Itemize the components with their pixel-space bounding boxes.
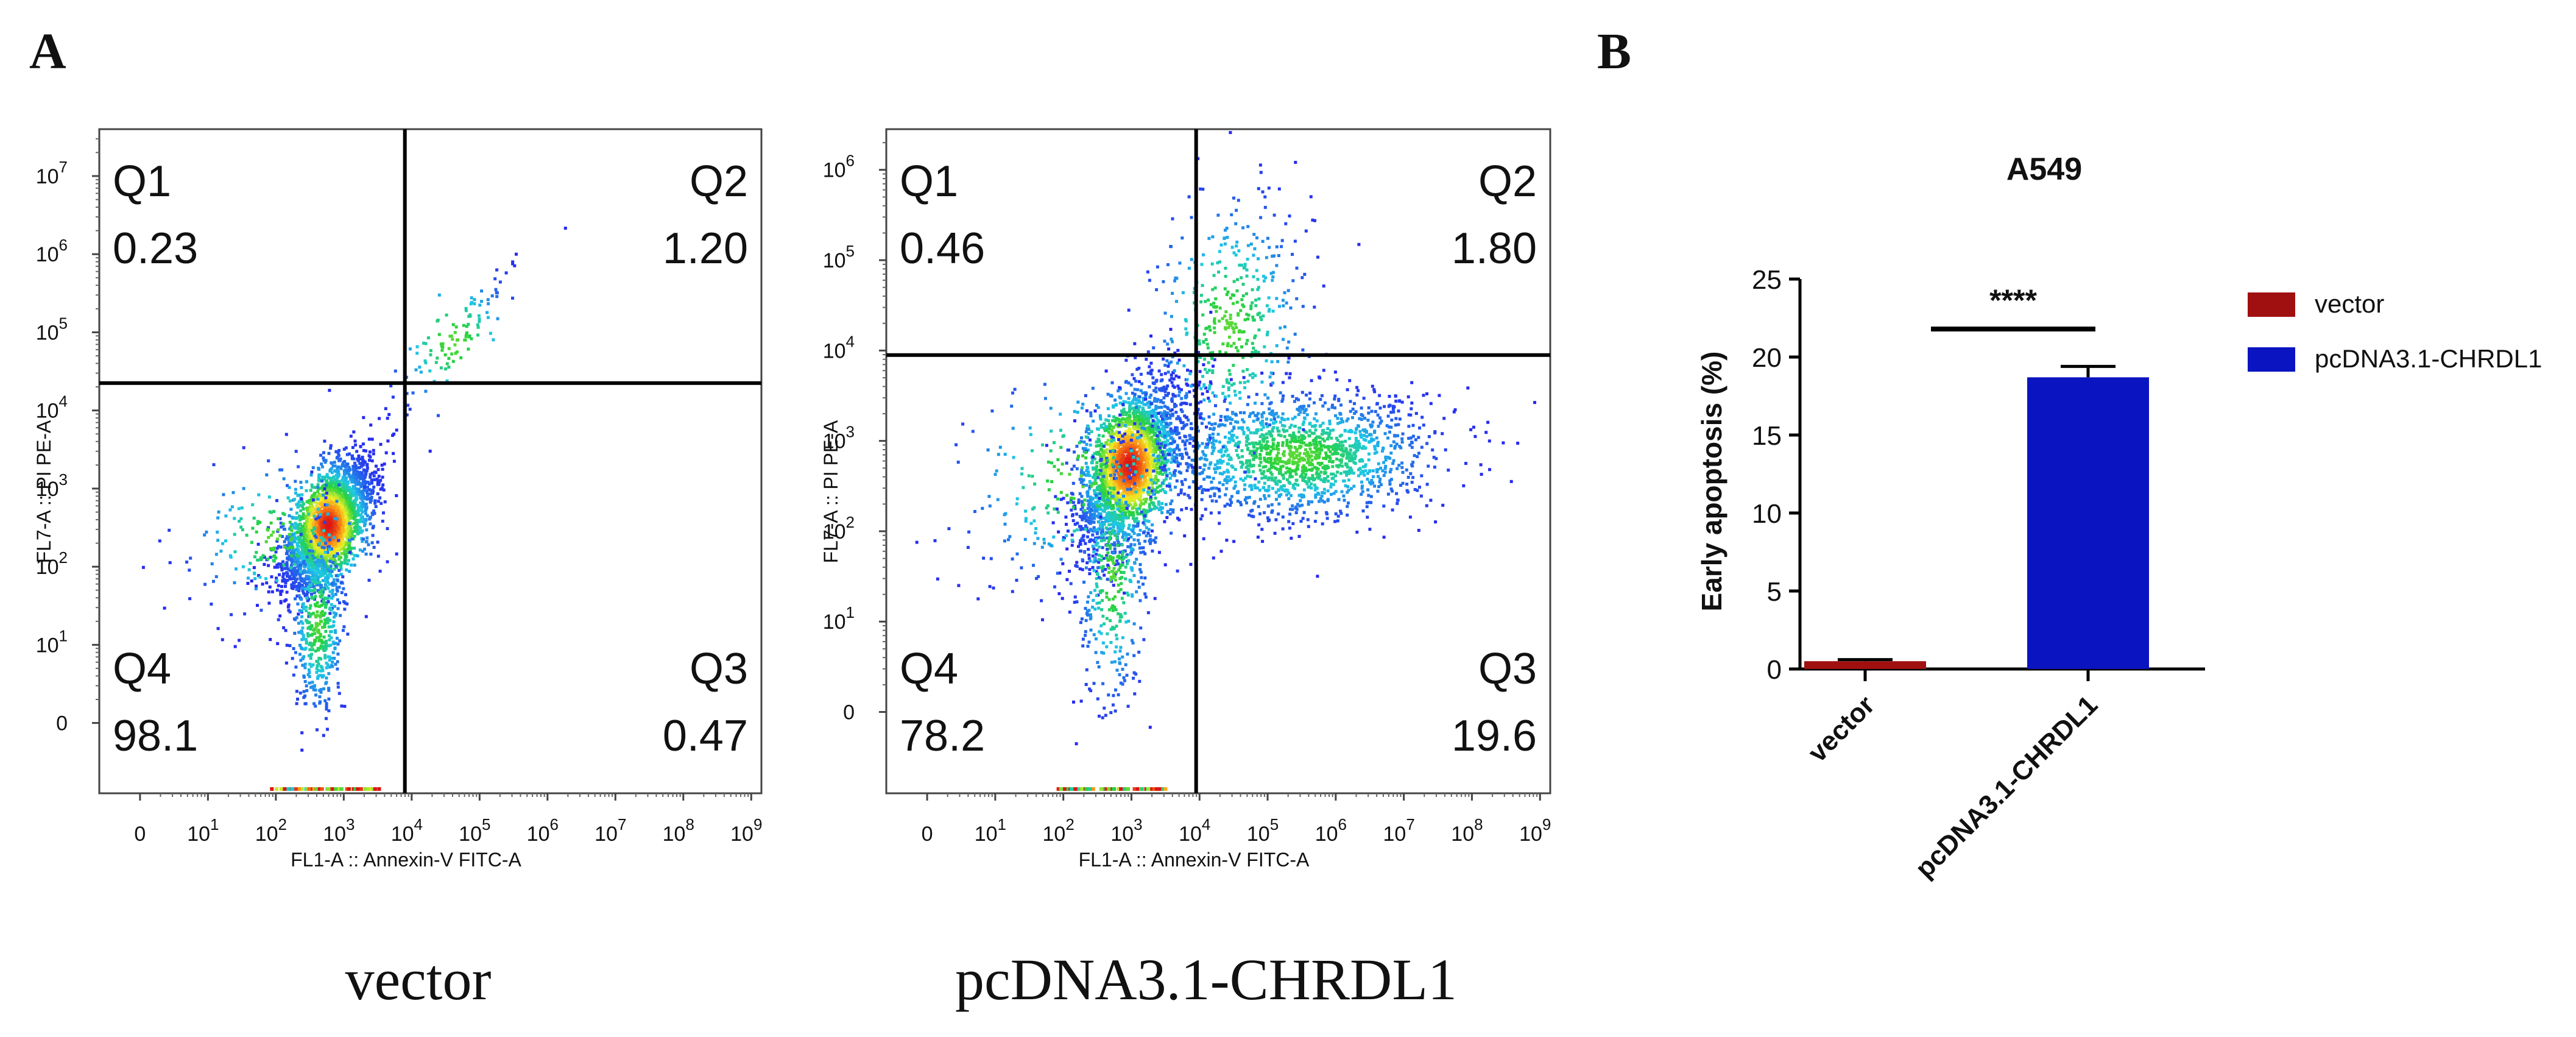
quadrant-name: Q4 <box>900 645 958 693</box>
bars <box>1804 377 2149 669</box>
panel-label-b: B <box>1597 23 1631 80</box>
x-tick-label: 108 <box>663 815 694 846</box>
x-tick-label: 101 <box>975 815 1006 846</box>
quadrant-name: Q2 <box>690 157 748 206</box>
y-tick-label: 10 <box>1752 499 1782 529</box>
quadrant-name: Q3 <box>690 645 748 693</box>
error-bars <box>1838 364 2115 662</box>
quadrant-labels: Q1 0.23 Q2 1.20 Q3 0.47 Q4 98.1 <box>113 157 748 760</box>
flow-y-ticks: 0 101 102 103 104 105 106 107 <box>36 138 99 735</box>
flow-y-axis-label: FL7-A :: PI PE-A <box>820 420 842 563</box>
x-tick-label: 106 <box>527 815 559 846</box>
y-axis: 0 5 10 15 20 25 <box>1752 265 2205 685</box>
sample-caption: pcDNA3.1-CHRDL1 <box>955 947 1457 1012</box>
flow-plot-pcdna: 0 101 102 103 104 105 106 107 108 109 0 101 102 103 1… <box>820 128 1551 1012</box>
flow-x-ticks: 0 101 102 103 104 105 106 107 108 109 <box>134 793 762 846</box>
y-tick-label: 15 <box>1752 421 1782 451</box>
legend: vector pcDNA3.1-CHRDL1 <box>2248 289 2542 373</box>
y-tick-label: 101 <box>36 626 68 657</box>
quadrant-name: Q3 <box>1478 645 1537 693</box>
x-tick-label: 105 <box>459 815 490 846</box>
y-axis-label: Early apoptosis (%) <box>1696 352 1727 612</box>
y-tick-label: 105 <box>823 242 855 272</box>
panel-label-a: A <box>29 23 66 80</box>
x-tick-label: 107 <box>595 815 626 846</box>
quadrant-value: 1.80 <box>1452 224 1537 273</box>
y-tick-label: 104 <box>36 392 68 423</box>
x-tick-label: 103 <box>323 815 355 846</box>
x-tick-label: 101 <box>187 815 219 846</box>
x-tick-label: 102 <box>255 815 287 846</box>
x-tick-labels: vector pcDNA3.1-CHRDL1 <box>1802 669 2103 884</box>
y-tick-label: 0 <box>56 712 68 735</box>
quadrant-name: Q1 <box>113 157 171 206</box>
y-tick-label: 101 <box>823 603 855 634</box>
x-tick-label: 103 <box>1110 815 1142 846</box>
x-tick-label: 107 <box>1383 815 1414 846</box>
flow-x-ticks: 0 101 102 103 104 105 106 107 108 109 <box>922 793 1551 846</box>
x-tick-label: 102 <box>1043 815 1075 846</box>
y-tick-label: 0 <box>1767 655 1782 685</box>
flow-plot-frame <box>98 128 763 795</box>
quadrant-labels: Q1 0.46 Q2 1.80 Q3 19.6 Q4 78.2 <box>900 157 1537 760</box>
quadrant-value: 19.6 <box>1452 712 1537 760</box>
quadrant-value: 1.20 <box>663 224 748 273</box>
y-tick-label: 107 <box>36 158 68 188</box>
y-tick-label: 106 <box>36 236 68 266</box>
chart-title: A549 <box>2006 152 2082 187</box>
x-tick-label: 0 <box>922 823 933 846</box>
y-tick-label: 104 <box>823 332 855 363</box>
bar-chart: A549 Early apoptosis (%) 0 5 10 15 20 25 vect… <box>1696 152 2542 884</box>
y-tick-label: 20 <box>1752 343 1782 373</box>
quadrant-value: 0.46 <box>900 224 985 273</box>
flow-scatter-cloud <box>141 227 567 791</box>
quadrant-value: 0.23 <box>113 224 198 273</box>
x-tick-label: pcDNA3.1-CHRDL1 <box>1910 690 2103 883</box>
legend-swatch <box>2248 347 2295 372</box>
x-tick-label: 106 <box>1315 815 1347 846</box>
quadrant-name: Q2 <box>1478 157 1537 206</box>
x-tick-label: 105 <box>1247 815 1279 846</box>
quadrant-value: 0.47 <box>663 712 748 760</box>
flow-y-axis-label: FL7-A :: PI PE-A <box>33 420 55 563</box>
flow-y-ticks: 0 101 102 103 104 105 106 <box>823 142 886 724</box>
y-tick-label: 103 <box>823 423 855 453</box>
x-tick-label: 109 <box>1519 815 1551 846</box>
y-tick-label: 5 <box>1767 577 1782 607</box>
bar-pcdna <box>2027 377 2149 669</box>
x-tick-label: 104 <box>391 815 423 846</box>
x-tick-label: vector <box>1802 690 1880 768</box>
legend-label: vector <box>2315 289 2384 318</box>
flow-x-axis-label: FL1-A :: Annexin-V FITC-A <box>291 849 521 871</box>
quadrant-name: Q4 <box>113 645 171 693</box>
significance-annotation: **** <box>1931 283 2095 331</box>
flow-x-axis-label: FL1-A :: Annexin-V FITC-A <box>1079 849 1310 871</box>
flow-scatter-cloud <box>915 131 1536 791</box>
y-tick-label: 102 <box>36 548 68 579</box>
flow-plot-vector: 0 101 102 103 104 105 106 107 108 109 0 101 102 103 1… <box>33 128 763 1012</box>
quadrant-value: 98.1 <box>113 712 198 760</box>
y-tick-label: 25 <box>1752 265 1782 295</box>
y-tick-label: 102 <box>823 513 855 543</box>
quadrant-value: 78.2 <box>900 712 985 760</box>
y-tick-label: 105 <box>36 314 68 344</box>
y-tick-label: 103 <box>36 470 68 501</box>
y-tick-label: 0 <box>843 701 855 724</box>
bar-vector <box>1804 661 1926 669</box>
significance-stars: **** <box>1989 283 2037 317</box>
quadrant-name: Q1 <box>900 157 958 206</box>
x-tick-label: 0 <box>134 823 146 846</box>
x-tick-label: 109 <box>730 815 762 846</box>
legend-label: pcDNA3.1-CHRDL1 <box>2315 344 2542 373</box>
x-tick-label: 104 <box>1179 815 1210 846</box>
y-tick-label: 106 <box>823 152 855 182</box>
legend-swatch <box>2248 292 2295 317</box>
sample-caption: vector <box>345 947 492 1012</box>
x-tick-label: 108 <box>1451 815 1483 846</box>
